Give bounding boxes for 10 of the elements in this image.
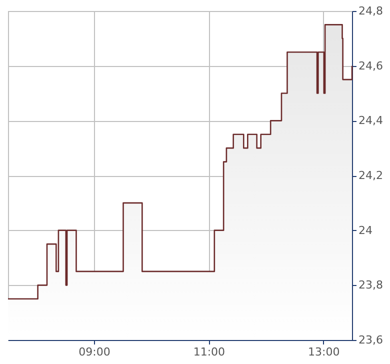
y-tick-label: 24,6: [358, 59, 383, 72]
y-tick-label: 23,8: [358, 278, 383, 292]
y-tick-label: 23,6: [358, 334, 383, 346]
y-tick-label: 24,8: [358, 4, 383, 18]
x-tick-label: 09:00: [78, 346, 110, 358]
y-tick-label: 24,4: [358, 114, 383, 128]
y-tick-label: 24: [358, 224, 372, 237]
x-tick-label: 13:00: [308, 346, 340, 358]
y-tick-label: 24,2: [358, 169, 383, 182]
x-tick-label: 11:00: [193, 346, 226, 358]
